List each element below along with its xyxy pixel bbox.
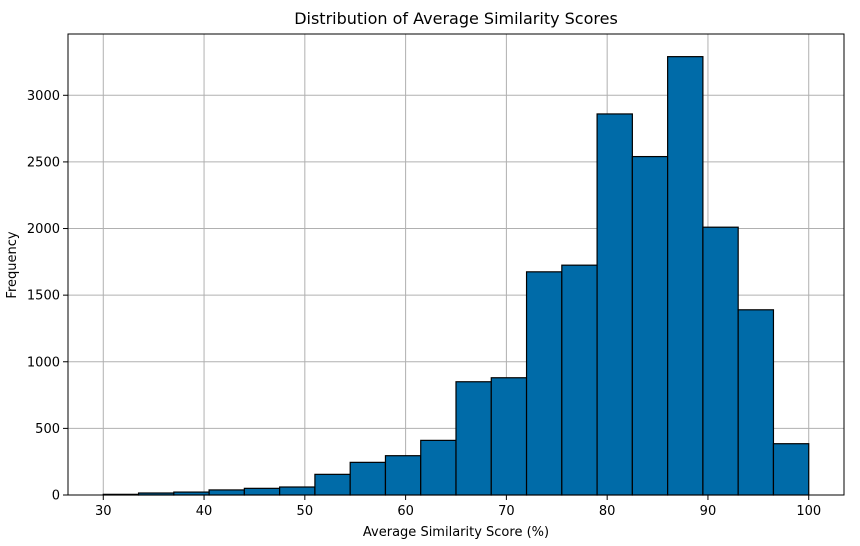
plot-frame xyxy=(67,33,845,496)
histogram-bar xyxy=(279,486,316,496)
histogram-bar xyxy=(208,489,245,496)
histogram-bar xyxy=(631,155,669,496)
x-tick-label: 70 xyxy=(498,504,515,519)
histogram-bar xyxy=(314,473,351,496)
histogram-bar xyxy=(702,226,739,496)
histogram-bar xyxy=(525,271,563,496)
y-tick-label: 2500 xyxy=(27,155,60,170)
x-tick-label: 40 xyxy=(196,504,213,519)
histogram-bars xyxy=(102,56,810,496)
histogram-bar xyxy=(420,439,457,496)
histogram-bar xyxy=(349,461,387,496)
x-axis-label: Average Similarity Score (%) xyxy=(363,525,549,540)
y-tick-label: 500 xyxy=(35,422,60,437)
histogram-bar xyxy=(243,487,281,496)
histogram-bar xyxy=(490,377,528,496)
y-tick-label: 1500 xyxy=(27,289,60,304)
histogram-bar xyxy=(561,264,598,496)
x-axis-ticks: 30 40 50 60 70 80 90 100 xyxy=(95,495,821,519)
x-tick-label: 60 xyxy=(397,504,414,519)
y-tick-label: 0 xyxy=(52,489,60,504)
x-tick-label: 30 xyxy=(95,504,112,519)
y-tick-label: 3000 xyxy=(27,89,60,104)
histogram-bar xyxy=(772,443,810,496)
histogram-bar xyxy=(737,309,775,496)
histogram-bar xyxy=(667,56,704,496)
histogram-bar xyxy=(596,113,633,496)
y-axis-ticks: 0 500 1000 1500 2000 2500 3000 xyxy=(27,89,68,504)
histogram-bar xyxy=(384,455,422,496)
y-tick-label: 2000 xyxy=(27,222,60,237)
y-tick-label: 1000 xyxy=(27,355,60,370)
y-axis-label: Frequency xyxy=(5,231,20,298)
x-tick-label: 90 xyxy=(700,504,717,519)
histogram-bar xyxy=(455,381,492,496)
x-tick-label: 100 xyxy=(796,504,821,519)
chart-title: Distribution of Average Similarity Score… xyxy=(294,9,618,28)
x-tick-label: 80 xyxy=(599,504,616,519)
x-tick-label: 50 xyxy=(297,504,314,519)
